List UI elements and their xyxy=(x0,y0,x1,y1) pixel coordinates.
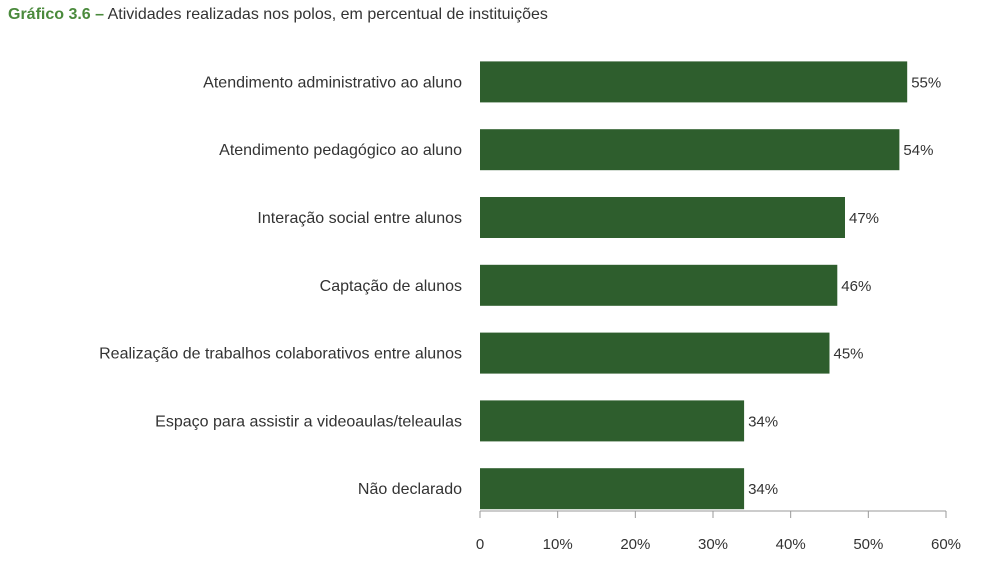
chart-title: Gráfico 3.6 – Atividades realizadas nos … xyxy=(8,6,548,24)
bar-2 xyxy=(480,197,845,238)
x-tick-label-2: 20% xyxy=(620,536,650,553)
category-label-5: Espaço para assistir a videoaulas/teleau… xyxy=(155,413,462,430)
value-label-2: 47% xyxy=(849,210,879,227)
bar-0 xyxy=(480,61,908,103)
value-label-3: 46% xyxy=(841,278,871,295)
value-label-0: 55% xyxy=(911,74,941,91)
value-label-4: 45% xyxy=(834,346,864,363)
value-label-1: 54% xyxy=(903,142,933,159)
category-label-0: Atendimento administrativo ao aluno xyxy=(203,74,462,91)
chart-title-prefix: Gráfico 3.6 xyxy=(8,6,91,23)
x-tick-label-5: 50% xyxy=(853,536,883,553)
bar-4 xyxy=(480,332,830,374)
value-label-5: 34% xyxy=(748,413,778,430)
category-label-6: Não declarado xyxy=(358,481,462,498)
x-tick-label-0: 0 xyxy=(476,536,484,553)
x-tick-label-1: 10% xyxy=(543,536,573,553)
x-tick-label-3: 30% xyxy=(698,536,728,553)
x-tick-label-6: 60% xyxy=(931,536,961,553)
chart-title-text: Atividades realizadas nos polos, em perc… xyxy=(107,6,548,23)
bar-1 xyxy=(480,129,900,171)
category-label-2: Interação social entre alunos xyxy=(257,210,462,227)
category-label-1: Atendimento pedagógico ao aluno xyxy=(219,142,462,159)
bar-6 xyxy=(480,468,745,510)
bar-3 xyxy=(480,264,838,306)
value-label-6: 34% xyxy=(748,481,778,498)
category-label-4: Realização de trabalhos colaborativos en… xyxy=(99,346,462,363)
bar-5 xyxy=(480,400,745,442)
category-label-3: Captação de alunos xyxy=(320,278,462,295)
chart-title-dash: – xyxy=(95,6,105,23)
x-tick-label-4: 40% xyxy=(776,536,806,553)
